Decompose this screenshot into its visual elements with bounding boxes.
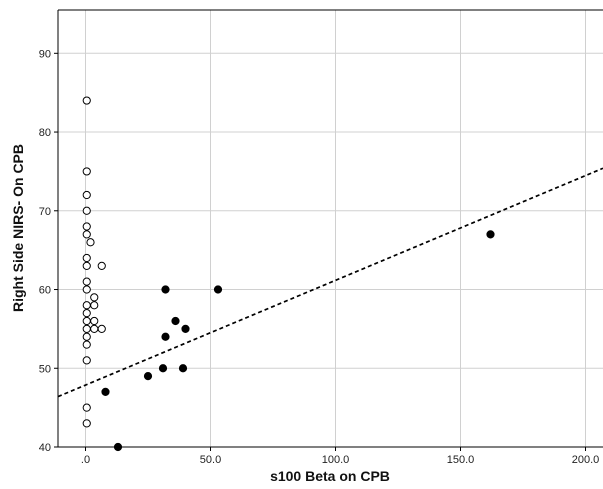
open-data-point — [82, 356, 91, 365]
x-tick-label: 150.0 — [447, 454, 475, 466]
open-data-point — [82, 324, 91, 333]
x-tick-label: 50.0 — [200, 454, 221, 466]
plot-area — [58, 10, 603, 447]
filled-data-point — [171, 316, 180, 326]
open-data-point — [90, 324, 99, 333]
open-data-point — [82, 230, 91, 239]
open-data-point — [82, 340, 91, 349]
open-data-point — [82, 190, 91, 200]
y-axis-ticks: 40 50 60 70 80 90 — [39, 48, 58, 454]
open-data-point — [82, 332, 91, 341]
open-data-point — [82, 316, 91, 326]
filled-data-point — [101, 387, 110, 396]
filled-data-point — [181, 324, 190, 333]
open-data-point — [82, 261, 91, 271]
x-tick-label: 200.0 — [572, 454, 600, 466]
fit-line — [57, 167, 603, 398]
x-tick-label: .0 — [81, 454, 90, 466]
x-axis-ticks: .0 50.0 100.0 150.0 200.0 — [81, 447, 599, 466]
open-data-point — [82, 403, 91, 412]
filled-data-point — [161, 332, 170, 341]
filled-data-point — [486, 230, 495, 239]
y-tick-label: 80 — [39, 127, 51, 139]
y-axis-title: Right Side NIRS- On CPB — [10, 144, 26, 312]
x-axis-title: s100 Beta on CPB — [270, 468, 390, 484]
open-data-point — [82, 309, 91, 318]
open-data-point — [90, 293, 99, 302]
y-tick-label: 70 — [39, 206, 51, 218]
y-tick-label: 50 — [39, 363, 51, 375]
open-data-point — [82, 285, 91, 294]
open-data-point — [82, 419, 91, 428]
y-tick-label: 90 — [39, 48, 51, 60]
filled-data-point — [213, 285, 223, 294]
open-data-point — [82, 96, 91, 105]
filled-data-point — [178, 364, 188, 373]
open-data-point — [86, 238, 95, 247]
open-data-point — [82, 277, 91, 286]
filled-data-point — [143, 372, 153, 381]
x-tick-label: 100.0 — [322, 454, 350, 466]
open-data-point — [82, 167, 91, 176]
open-data-point — [82, 222, 91, 231]
open-data-point — [90, 316, 99, 326]
open-data-point — [82, 253, 91, 263]
filled-data-point — [161, 285, 170, 294]
open-data-point — [90, 301, 99, 310]
open-data-point — [82, 206, 91, 215]
filled-data-point — [158, 364, 168, 373]
open-data-point — [97, 324, 106, 333]
open-data-point — [82, 301, 91, 310]
open-data-point — [97, 261, 106, 271]
y-tick-label: 60 — [39, 285, 51, 297]
y-tick-label: 40 — [39, 442, 51, 454]
